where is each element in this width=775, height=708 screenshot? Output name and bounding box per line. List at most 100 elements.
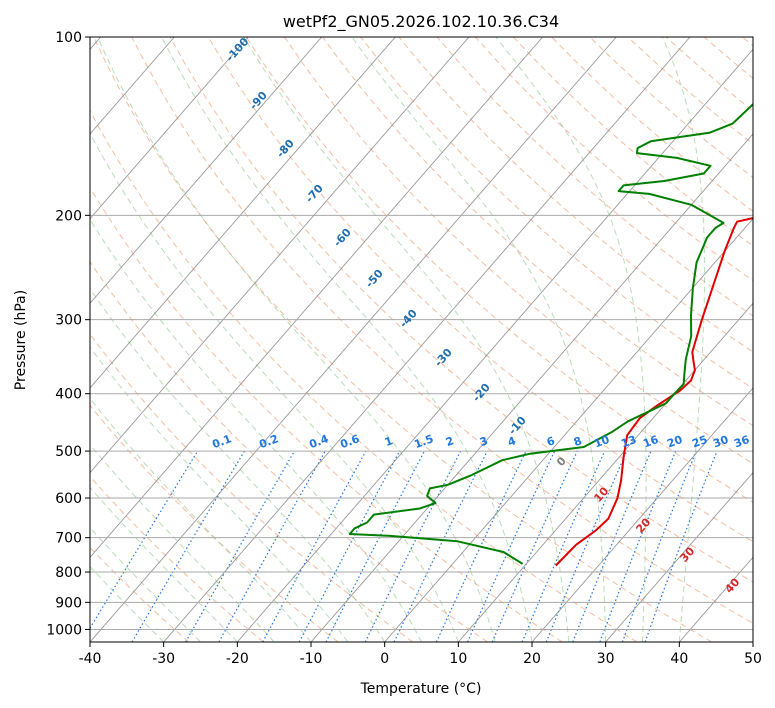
dry-adiabat-line	[131, 37, 753, 624]
dry-adiabat-line	[90, 260, 488, 642]
isotherm-line	[310, 133, 753, 642]
isotherm-line	[90, 37, 396, 389]
moist-adiabat-line	[90, 486, 238, 642]
isotherm-line	[531, 387, 753, 642]
moist-adiabat-line	[495, 37, 647, 642]
y-axis-ticks: 100 200 300 400 500 600 700 800 900 1000	[46, 30, 90, 638]
isotherm-line	[163, 37, 691, 642]
mixing-ratio-label: 0.1	[210, 432, 233, 451]
dry-adiabat-label: -20	[470, 381, 493, 405]
dry-adiabat-line	[360, 37, 753, 390]
x-tick-label: 30	[597, 651, 615, 667]
dry-adiabat-line	[703, 37, 753, 79]
mixing-ratio-label: 10	[592, 433, 611, 451]
dry-adiabat-line	[90, 475, 264, 642]
mixing-ratio-label: 8	[572, 434, 584, 449]
dry-adiabat-label: -50	[363, 267, 386, 291]
moist-adiabat-line	[661, 37, 706, 642]
mixing-ratio-line	[90, 450, 199, 630]
mixing-ratio-label: 1.5	[412, 432, 435, 451]
sounding-series	[348, 102, 753, 567]
temperature-trace	[555, 217, 753, 567]
moist-adiabats	[90, 37, 706, 642]
plot-area: -100-90-80-70-60-50-40-30-20-100.1 0.2 0.4…	[90, 37, 753, 642]
mixing-ratio-line	[621, 450, 697, 642]
isotherm-line	[752, 641, 753, 642]
dry-adiabat-line	[436, 37, 753, 317]
moist-adiabat-label: 40	[722, 575, 742, 595]
mixing-ratio-lines	[90, 450, 718, 642]
mixing-ratio-label: 36	[732, 433, 751, 451]
mixing-ratio-label: 0.2	[257, 432, 280, 451]
mixing-ratio-line	[521, 450, 606, 642]
moist-adiabat-line	[90, 527, 201, 642]
moist-adiabat-line	[90, 443, 275, 642]
dry-adiabat-label: -90	[247, 89, 270, 113]
x-tick-label: 20	[523, 651, 541, 667]
y-tick-label: 600	[55, 491, 82, 507]
x-axis-ticks: -40 -30 -20 -10 0 10 20 30 40 50	[79, 642, 762, 667]
mixing-ratio-line	[545, 450, 628, 642]
moist-adiabat-label: 10	[591, 484, 611, 504]
mixing-ratio-line	[262, 450, 367, 642]
chart-title: wetPf2_GN05.2026.102.10.36.C34	[283, 12, 559, 32]
mixing-ratio-label: 20	[665, 433, 684, 451]
dry-adiabats	[90, 37, 753, 642]
mixing-ratio-label: 0.4	[307, 432, 330, 451]
dry-adiabat-line	[90, 109, 638, 642]
mixing-ratio-line	[298, 450, 401, 642]
dry-adiabat-line	[90, 546, 190, 642]
dry-adiabat-line	[513, 37, 753, 247]
dry-adiabat-line	[398, 37, 753, 353]
dry-adiabat-line	[90, 404, 339, 642]
moist-adiabat-label: 20	[633, 515, 653, 535]
isotherm-line	[90, 37, 544, 559]
mixing-ratio-label: 25	[690, 433, 709, 450]
dry-adiabat-line	[93, 37, 712, 642]
dewpoint-trace	[348, 102, 753, 565]
mixing-ratio-line	[364, 450, 462, 642]
mixing-ratio-label: 16	[641, 433, 660, 451]
moist-adiabat-line	[90, 346, 349, 642]
isotherm-line	[90, 37, 470, 474]
dry-adiabat-line	[551, 37, 753, 212]
mixing-ratio-line	[491, 450, 578, 642]
mixing-ratio-label: 0.6	[338, 432, 361, 451]
moist-adiabat-line	[90, 218, 422, 642]
dry-adiabat-label: -60	[331, 226, 354, 250]
dry-adiabat-line	[742, 37, 753, 47]
isotherm-line	[457, 302, 753, 642]
mixing-ratio-label: 6	[545, 434, 557, 449]
x-tick-label: 40	[670, 651, 688, 667]
mixing-ratio-label: 4	[506, 434, 518, 449]
x-tick-label: -30	[152, 651, 175, 667]
y-tick-label: 300	[55, 313, 82, 329]
skewed-isotherms	[90, 37, 753, 642]
moist-adiabat-line	[90, 132, 459, 642]
mixing-ratio-line	[393, 450, 488, 642]
moist-adiabat-line	[243, 37, 570, 642]
y-axis-label: Pressure (hPa)	[13, 290, 29, 390]
mixing-ratio-label: 30	[711, 433, 730, 451]
y-tick-label: 100	[55, 30, 82, 46]
mixing-ratio-line	[599, 450, 677, 642]
x-tick-label: -20	[226, 651, 249, 667]
y-tick-label: 700	[55, 531, 82, 547]
dry-adiabat-label: -70	[303, 182, 326, 206]
dry-adiabat-line	[474, 37, 753, 282]
y-tick-label: 200	[55, 208, 82, 224]
y-tick-label: 500	[55, 444, 82, 460]
y-tick-label: 400	[55, 387, 82, 403]
x-tick-label: -40	[79, 651, 102, 667]
moist-adiabat-line	[90, 397, 312, 642]
isotherm-line	[384, 217, 753, 642]
plot-frame	[89, 36, 754, 643]
dry-adiabat-label: -40	[397, 307, 420, 331]
isotherm-line	[605, 471, 753, 642]
dry-adiabat-line	[169, 37, 753, 583]
x-tick-label: 50	[744, 651, 762, 667]
moist-adiabat-line	[97, 37, 496, 642]
mixing-ratio-label: 3	[478, 434, 490, 449]
mixing-ratio-line	[572, 450, 652, 642]
